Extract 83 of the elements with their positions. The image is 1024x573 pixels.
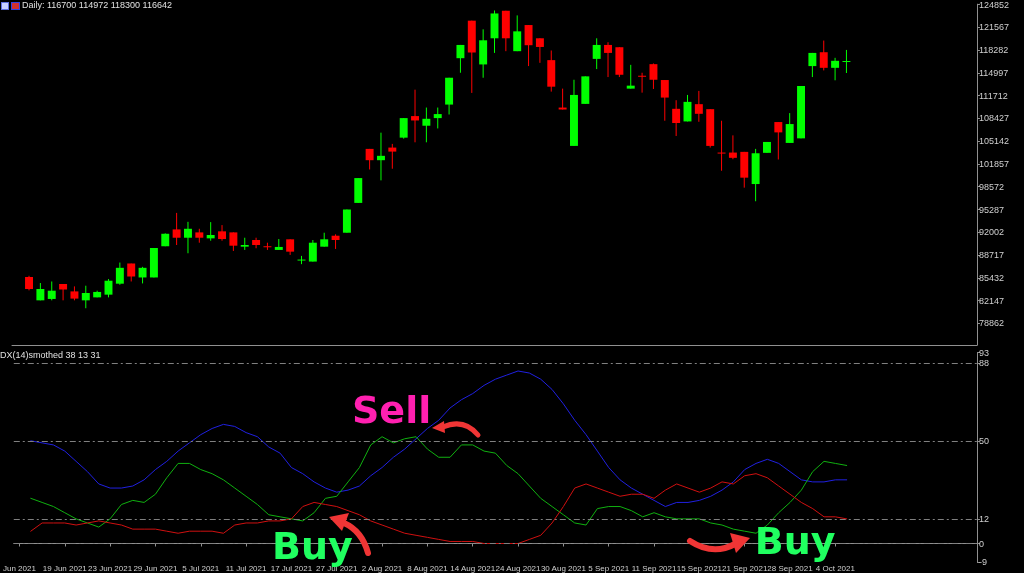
y-tick-label: 124852 — [979, 0, 1010, 10]
x-tick-label: 17 Jul 2021 — [270, 563, 313, 573]
y-tick-label: 12 — [979, 513, 990, 524]
y-tick-label: 101857 — [979, 158, 1010, 169]
candlestick — [513, 14, 522, 52]
x-tick-label: 11 Jul 2021 — [225, 563, 268, 573]
candlestick — [399, 117, 408, 140]
y-tick-label: 105142 — [979, 136, 1010, 147]
line-series — [30, 370, 848, 508]
x-tick-label: 15 Sep 2021 — [676, 563, 723, 573]
candlestick — [524, 24, 533, 67]
x-tick-label: 30 Aug 2021 — [540, 563, 587, 573]
x-tick-label: 28 Sep 2021 — [767, 563, 814, 573]
x-tick-label: 5 Jul 2021 — [182, 563, 220, 573]
x-tick-label: 11 Sep 2021 — [631, 563, 677, 573]
candlestick — [808, 52, 817, 78]
y-tick-label: 121567 — [979, 22, 1010, 33]
annotation: Sell — [352, 387, 432, 432]
y-tick-label: 98572 — [979, 181, 1005, 192]
candlestick — [115, 262, 124, 286]
y-tick-label: 50 — [979, 435, 990, 446]
candlestick — [377, 132, 385, 181]
candlestick — [433, 107, 442, 129]
candlestick — [638, 72, 647, 94]
y-tick-label: -9 — [979, 557, 988, 567]
candlestick — [660, 79, 669, 122]
y-tick-label: 114997 — [979, 67, 1009, 78]
candlestick — [308, 239, 317, 263]
candlestick — [252, 237, 261, 249]
candlestick — [604, 41, 612, 78]
candlestick — [47, 280, 56, 301]
y-tick-label: 95287 — [979, 204, 1005, 215]
y-tick-label: 92002 — [979, 227, 1005, 238]
candlestick — [649, 62, 658, 90]
candlestick — [558, 88, 567, 110]
candlestick — [785, 112, 794, 144]
x-tick-label: 19 Jun 2021 — [42, 563, 88, 573]
annotation: Buy — [754, 519, 836, 564]
x-tick-label: 24 Aug 2021 — [495, 563, 542, 573]
candlestick — [388, 143, 397, 170]
candlestick — [229, 231, 238, 252]
candlestick — [422, 107, 431, 143]
y-tick-label: 93 — [979, 347, 990, 358]
candlestick — [535, 37, 544, 64]
x-tick-label: 8 Aug 2021 — [407, 563, 449, 573]
y-tick-label: 88717 — [979, 250, 1005, 261]
x-tick-label: 5 Sep 2021 — [588, 563, 630, 573]
candlestick — [218, 224, 226, 242]
y-tick-label: 118282 — [979, 45, 1009, 56]
x-tick-label: 21 Sep 2021 — [722, 563, 768, 573]
y-tick-label: 85432 — [979, 272, 1005, 283]
x-tick-label: 4 Oct 2021 — [815, 563, 856, 573]
y-tick-label: 78862 — [979, 318, 1005, 329]
x-tick-label: 14 Aug 2021 — [450, 563, 496, 573]
candlestick — [81, 285, 90, 309]
y-tick-label: 111712 — [979, 90, 1008, 101]
chart-title: DX(14)smothed 38 13 31 — [0, 349, 101, 360]
candlestick — [831, 57, 840, 81]
x-tick-label: 29 Jun 2021 — [133, 563, 178, 573]
candlestick — [626, 64, 635, 90]
candlestick — [456, 44, 465, 74]
candlestick — [184, 221, 192, 254]
x-tick-label: 23 Jun 2021 — [88, 563, 133, 573]
y-tick-label: 82147 — [979, 295, 1005, 306]
candlestick — [672, 99, 681, 137]
x-tick-label: 2 Aug 2021 — [361, 563, 403, 573]
candlestick — [342, 209, 351, 234]
candlestick — [774, 121, 783, 160]
candlestick — [411, 89, 419, 143]
candlestick — [728, 134, 737, 160]
candlestick — [717, 120, 726, 172]
x-tick-label: Jun 2021 — [2, 563, 37, 573]
candlestick — [842, 49, 851, 74]
candlestick — [172, 212, 181, 246]
y-tick-label: 0 — [979, 538, 985, 549]
candlestick — [206, 221, 215, 242]
chart-title: Daily: 116700 114972 118300 116642 — [22, 0, 172, 10]
candlestick — [592, 37, 601, 70]
y-tick-label: 108427 — [979, 113, 1010, 124]
candlestick — [59, 283, 68, 301]
candlestick — [819, 40, 828, 71]
candlestick — [694, 90, 703, 123]
y-tick-label: 88 — [979, 357, 990, 368]
